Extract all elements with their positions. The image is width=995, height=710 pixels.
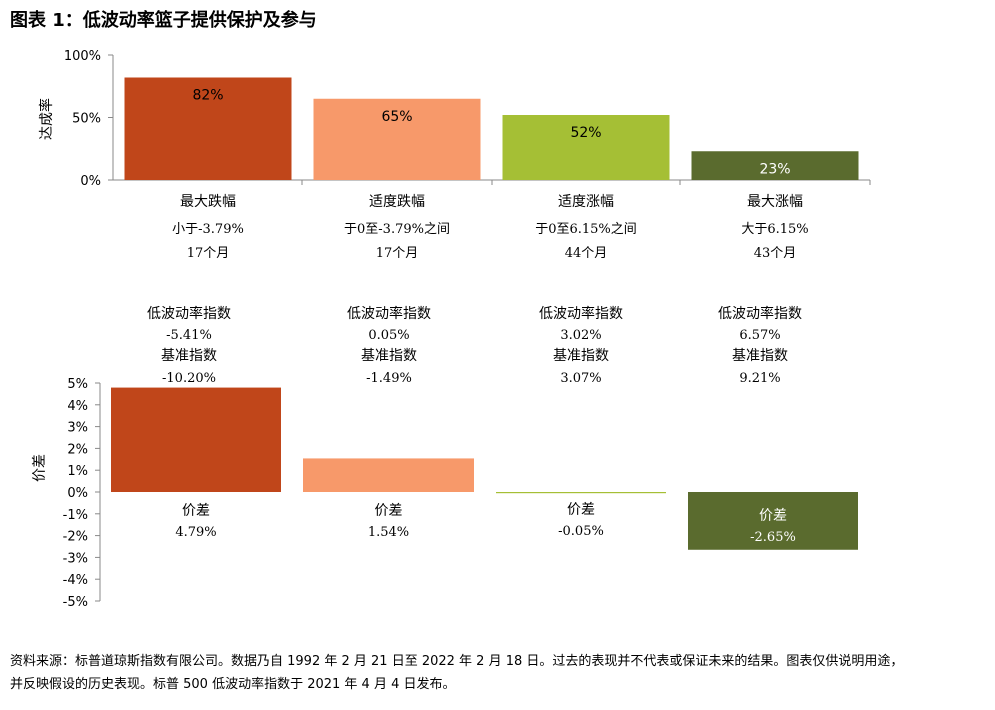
spread-value: -2.65%	[750, 530, 796, 545]
spread-value: 1.54%	[368, 525, 409, 540]
benchmark-return: -10.20%	[162, 371, 216, 386]
category-months: 44个月	[565, 246, 608, 261]
chart-title: 图表 1：低波动率篮子提供保护及参与	[10, 10, 317, 31]
index-return: -5.41%	[166, 328, 212, 343]
top-bar-label: 52%	[570, 125, 601, 141]
benchmark-label: 基准指数	[161, 347, 217, 364]
spread-label: 价差	[759, 508, 787, 524]
top-y-tick-label: 100%	[64, 49, 101, 64]
top-bar-label: 23%	[759, 161, 790, 177]
spread-label: 价差	[182, 503, 210, 519]
category-name: 最大涨幅	[747, 194, 803, 210]
index-label: 低波动率指数	[347, 305, 431, 322]
bottom-y-tick-label: 2%	[67, 442, 88, 457]
bottom-y-axis-label: 价差	[32, 454, 48, 482]
spread-label: 价差	[375, 503, 403, 519]
bottom-y-tick-label: 3%	[67, 421, 88, 436]
index-return: 0.05%	[368, 328, 409, 343]
spread-bar	[496, 492, 666, 494]
bottom-y-tick-label: 4%	[67, 399, 88, 414]
bottom-y-tick-label: -4%	[63, 573, 88, 588]
category-range: 于0至6.15%之间	[535, 222, 637, 237]
top-bar	[313, 98, 481, 180]
source-line: 资料来源：标普道琼斯指数有限公司。数据乃自 1992 年 2 月 21 日至 2…	[10, 654, 904, 669]
top-bar-label: 82%	[192, 88, 223, 104]
spread-bar	[111, 387, 281, 492]
benchmark-label: 基准指数	[553, 347, 609, 364]
category-name: 最大跌幅	[180, 194, 236, 210]
spread-value: -0.05%	[558, 524, 604, 539]
top-bar	[691, 151, 859, 180]
category-months: 43个月	[754, 246, 797, 261]
index-label: 低波动率指数	[539, 305, 623, 322]
category-months: 17个月	[376, 246, 419, 261]
category-range: 于0至-3.79%之间	[344, 222, 450, 237]
bottom-y-tick-label: 5%	[67, 377, 88, 392]
top-bar-label: 65%	[381, 109, 412, 125]
index-return: 6.57%	[739, 328, 780, 343]
top-y-axis-label: 达成率	[38, 98, 55, 140]
category-name: 适度涨幅	[558, 194, 614, 210]
index-label: 低波动率指数	[147, 305, 231, 322]
top-bar	[502, 115, 670, 180]
category-range: 大于6.15%	[741, 222, 808, 237]
spread-label: 价差	[567, 502, 595, 518]
category-name: 适度跌幅	[369, 194, 425, 210]
benchmark-return: -1.49%	[366, 371, 412, 386]
bottom-y-tick-label: 1%	[67, 464, 88, 479]
source-line: 并反映假设的历史表现。标普 500 低波动率指数于 2021 年 4 月 4 日…	[10, 677, 456, 692]
benchmark-label: 基准指数	[361, 347, 417, 364]
top-y-tick-label: 50%	[72, 112, 101, 127]
source-note: 资料来源：标普道琼斯指数有限公司。数据乃自 1992 年 2 月 21 日至 2…	[10, 650, 990, 696]
benchmark-return: 3.07%	[560, 371, 601, 386]
index-return: 3.02%	[560, 328, 601, 343]
spread-bar	[303, 458, 474, 492]
spread-bar	[688, 492, 858, 550]
bottom-y-tick-label: -2%	[63, 530, 88, 545]
spread-value: 4.79%	[175, 525, 216, 540]
bottom-y-tick-label: -1%	[63, 508, 88, 523]
bottom-y-tick-label: -5%	[63, 595, 88, 610]
top-y-tick-label: 0%	[80, 174, 101, 189]
bottom-y-tick-label: 0%	[67, 486, 88, 501]
category-range: 小于-3.79%	[172, 222, 244, 237]
bottom-y-tick-label: -3%	[63, 551, 88, 566]
index-label: 低波动率指数	[718, 305, 802, 322]
benchmark-return: 9.21%	[739, 371, 780, 386]
top-bar	[124, 77, 292, 180]
benchmark-label: 基准指数	[732, 347, 788, 364]
category-months: 17个月	[187, 246, 230, 261]
